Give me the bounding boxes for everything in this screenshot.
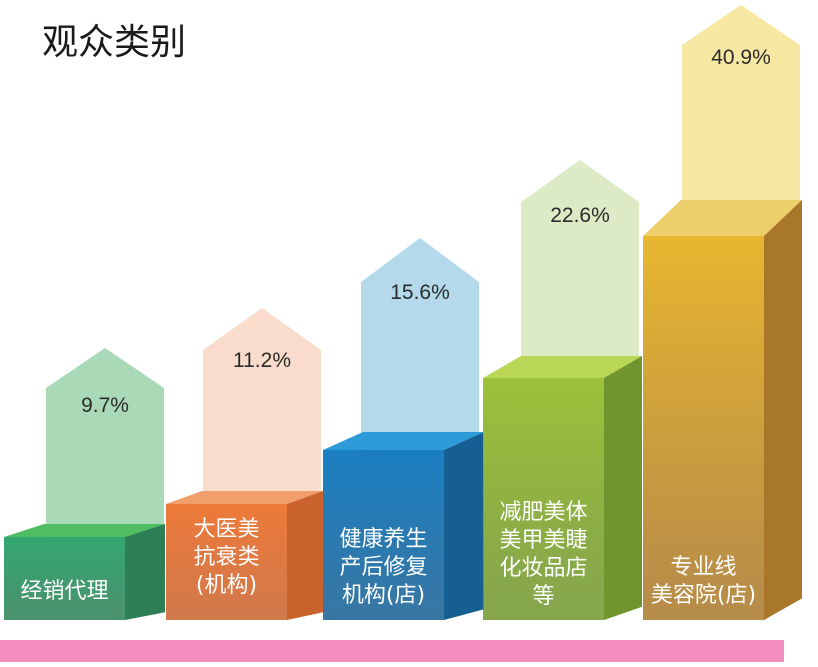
- bar-top-2: [166, 491, 323, 504]
- value-label-1: 9.7%: [81, 394, 129, 417]
- bar-side-3: [444, 432, 484, 620]
- category-label-line: 产后修复: [339, 555, 427, 580]
- footer-band: [0, 640, 784, 662]
- value-label-2: 11.2%: [233, 349, 291, 372]
- bar-2: [166, 504, 287, 620]
- category-label-line: 大医美: [193, 517, 259, 542]
- value-label-4: 22.6%: [550, 204, 610, 227]
- category-label-line: 健康养生: [339, 527, 427, 552]
- category-label-line: 等: [532, 584, 554, 609]
- bar-top-3: [323, 432, 484, 450]
- arrow-5: [682, 5, 800, 246]
- bar-top-5: [643, 200, 802, 236]
- bar-side-1: [125, 524, 165, 620]
- value-label-3: 15.6%: [390, 281, 450, 304]
- bar-side-5: [764, 200, 802, 620]
- category-label-2: 大医美抗衰类 (机构): [193, 517, 259, 598]
- category-label-line: 化妆品店: [499, 556, 587, 581]
- category-label-line: 抗衰类: [193, 545, 259, 570]
- category-label-3: 健康养生产后修复机构(店): [339, 527, 427, 608]
- category-label-line: 美甲美睫: [499, 528, 587, 553]
- category-label-line: 专业线: [670, 555, 736, 580]
- category-label-4: 减肥美体美甲美睫化妆品店等: [499, 500, 587, 609]
- category-label-line: (机构): [196, 573, 257, 598]
- bar-1: [4, 537, 125, 620]
- bar-top-4: [483, 356, 642, 378]
- bar-4: [483, 378, 604, 620]
- category-label-line: 机构(店): [342, 583, 425, 608]
- chart-title: 观众类别: [42, 22, 186, 63]
- bar-3: [323, 450, 444, 620]
- bar-5: [643, 236, 764, 620]
- arrow-3: [361, 238, 479, 460]
- bar-side-2: [287, 491, 323, 620]
- bar-top-1: [4, 524, 165, 537]
- arrow-2: [203, 308, 321, 514]
- category-label-5: 专业线美容院(店): [651, 555, 756, 608]
- arrow-1: [46, 348, 164, 547]
- bar-side-4: [604, 356, 642, 620]
- category-label-1: 经销代理: [20, 579, 108, 604]
- value-label-5: 40.9%: [711, 46, 771, 69]
- category-label-line: 减肥美体: [499, 500, 587, 525]
- arrow-4: [521, 160, 639, 388]
- category-label-line: 美容院(店): [651, 583, 756, 608]
- category-label-line: 经销代理: [20, 579, 108, 604]
